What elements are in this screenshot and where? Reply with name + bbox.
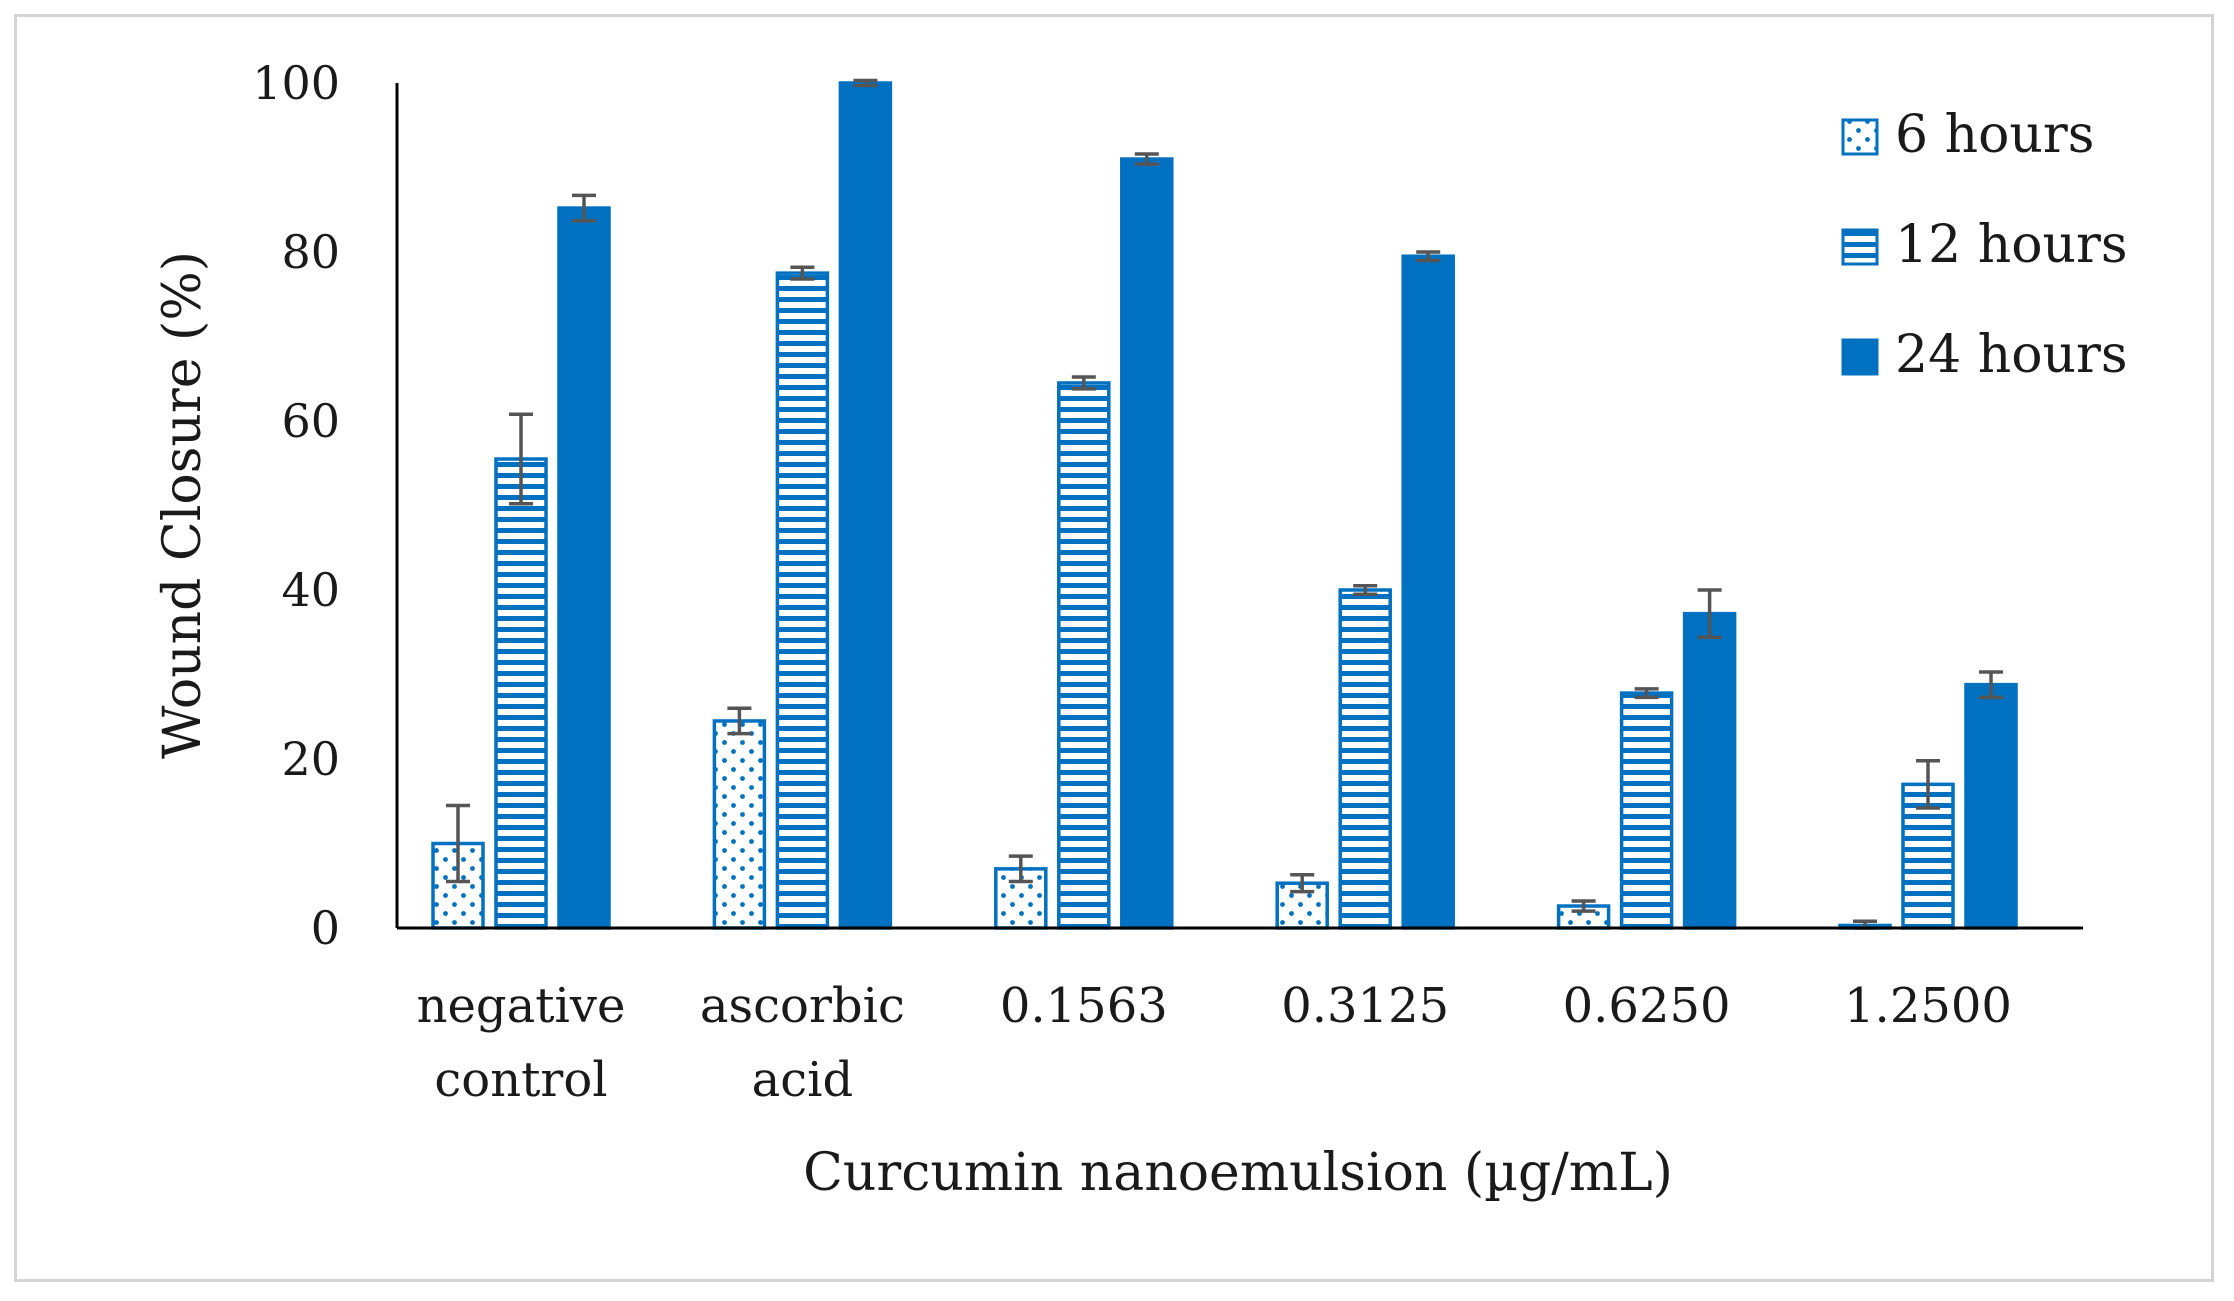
bar-12-hours-3 <box>1338 588 1392 930</box>
y-tick-labels: 0 20 40 60 80 100 <box>252 56 340 955</box>
legend-label-12-hours: 12 hours <box>1895 215 2128 275</box>
bar-24-hours-2 <box>1120 157 1174 930</box>
category-label-5-line-0: 1.2500 <box>1844 978 2012 1034</box>
category-label-2-line-0: 0.1563 <box>1000 978 1168 1034</box>
bar-24-hours-0 <box>557 206 611 930</box>
bar-24-hours-3 <box>1401 254 1455 930</box>
bar-12-hours-1 <box>775 271 830 930</box>
legend-label-6-hours: 6 hours <box>1895 105 2094 165</box>
legend: 6 hours 12 hours 24 hours <box>1841 105 2128 385</box>
bar-24-hours-1 <box>838 81 893 930</box>
category-label-1-line-1: acid <box>752 1052 854 1108</box>
y-tick-label-80: 80 <box>281 225 340 279</box>
bars-group <box>431 81 2018 930</box>
error-bars-group <box>446 78 2003 930</box>
bar-24-hours-4 <box>1682 611 1737 930</box>
bar-12-hours-4 <box>1619 691 1674 930</box>
legend-label-24-hours: 24 hours <box>1895 325 2128 385</box>
x-category-labels: negative control ascorbic acid 0.1563 0.3125 0… <box>417 978 2012 1108</box>
legend-swatch-24-hours <box>1841 338 1879 376</box>
bar-24-hours-5 <box>1964 682 2018 930</box>
legend-swatch-12-hours <box>1841 228 1879 266</box>
figure-frame <box>14 14 2214 1282</box>
bar-6-hours-1 <box>712 719 767 930</box>
category-label-4-line-0: 0.6250 <box>1563 978 1731 1034</box>
category-label-0-line-1: control <box>434 1052 607 1108</box>
category-label-3-line-0: 0.3125 <box>1281 978 1449 1034</box>
bar-12-hours-0 <box>494 457 548 930</box>
x-axis-title: Curcumin nanoemulsion (µg/mL) <box>803 1143 1673 1203</box>
y-tick-label-60: 60 <box>281 394 340 448</box>
category-label-0-line-0: negative <box>417 978 626 1034</box>
y-tick-label-40: 40 <box>281 563 340 617</box>
y-axis-title: Wound Closure (%) <box>153 251 213 759</box>
bar-12-hours-2 <box>1057 381 1111 930</box>
y-tick-label-100: 100 <box>252 56 340 110</box>
category-label-1-line-0: ascorbic <box>700 978 905 1034</box>
legend-swatch-6-hours <box>1841 118 1879 156</box>
y-tick-label-0: 0 <box>311 901 340 955</box>
y-tick-label-20: 20 <box>281 732 340 786</box>
